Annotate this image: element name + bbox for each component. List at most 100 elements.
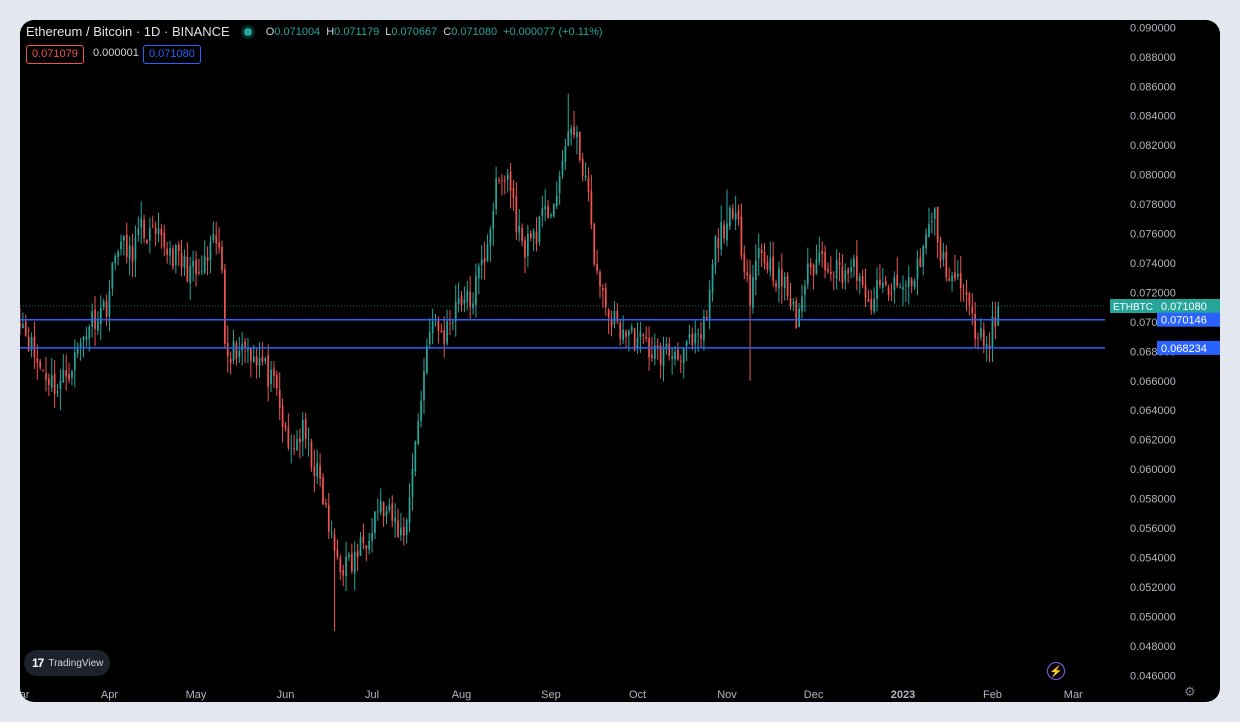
candle xyxy=(743,253,746,273)
candle xyxy=(174,245,177,266)
hline-price-label: 0.070146 xyxy=(1161,315,1207,327)
candle xyxy=(527,233,529,257)
x-tick-label: Mar xyxy=(1064,689,1083,701)
candle xyxy=(82,337,85,341)
candle xyxy=(428,332,431,345)
candle xyxy=(720,222,723,250)
candle xyxy=(296,439,298,451)
candle xyxy=(169,248,171,256)
candle xyxy=(529,233,532,239)
candle xyxy=(968,293,971,305)
candle xyxy=(224,268,226,344)
candle xyxy=(899,287,901,289)
candle xyxy=(628,330,630,336)
candle xyxy=(625,331,627,337)
candle xyxy=(365,545,368,549)
candle xyxy=(547,206,549,219)
candle xyxy=(616,310,619,322)
candle xyxy=(653,345,656,359)
candle xyxy=(148,228,151,241)
candle xyxy=(30,337,33,350)
candle xyxy=(959,273,962,288)
candle xyxy=(232,341,235,361)
candle xyxy=(841,266,844,284)
x-tick-label: Oct xyxy=(629,689,646,701)
spread-value: 0.000001 xyxy=(93,47,139,59)
candle xyxy=(166,248,169,255)
y-tick-label: 0.074000 xyxy=(1130,258,1176,270)
lightning-icon[interactable]: ⚡ xyxy=(1047,662,1065,680)
candle xyxy=(503,179,506,181)
candle xyxy=(278,389,281,408)
candle xyxy=(330,532,333,534)
candle xyxy=(316,463,319,477)
sell-quote-button[interactable]: 0.071079 xyxy=(26,45,84,64)
candle xyxy=(68,373,70,380)
candle xyxy=(105,300,108,318)
candle xyxy=(212,233,215,241)
candle xyxy=(400,527,402,536)
candle xyxy=(887,287,890,296)
candle xyxy=(633,328,636,351)
candle xyxy=(76,348,79,354)
candle xyxy=(850,267,852,272)
candle xyxy=(356,550,359,558)
tradingview-logo[interactable]: 17 TradingView xyxy=(24,650,110,676)
candle xyxy=(322,477,324,505)
candle xyxy=(824,252,826,271)
candle xyxy=(293,448,296,450)
candle xyxy=(746,272,749,276)
candle xyxy=(483,258,486,263)
candle xyxy=(244,341,246,348)
candle xyxy=(270,369,272,385)
candle xyxy=(593,224,596,265)
candle xyxy=(821,250,824,254)
candle xyxy=(350,553,353,572)
candle xyxy=(362,535,365,544)
candle xyxy=(913,280,916,288)
symbol-tag: ETHBTC xyxy=(1113,302,1153,313)
candle xyxy=(247,347,249,350)
candle xyxy=(114,256,117,264)
candle xyxy=(922,246,925,267)
candle xyxy=(353,552,356,574)
candle xyxy=(982,329,985,346)
x-tick-label: May xyxy=(186,689,207,701)
candle xyxy=(143,219,145,239)
candle xyxy=(708,290,711,320)
y-tick-label: 0.082000 xyxy=(1130,140,1176,152)
candle xyxy=(870,299,873,311)
candle xyxy=(538,216,541,243)
chart-legend: Ethereum / Bitcoin · 1D · BINANCE O0.071… xyxy=(26,24,603,39)
candle xyxy=(567,131,570,146)
x-tick-label: Feb xyxy=(983,689,1002,701)
candle xyxy=(524,240,526,258)
candle xyxy=(639,331,642,338)
chart-canvas[interactable]: 0.046000 0.048000 0.050000 0.052000 0.054000… xyxy=(20,20,1220,702)
buy-quote-button[interactable]: 0.071080 xyxy=(143,45,201,64)
candle xyxy=(498,179,500,181)
candle xyxy=(489,229,492,246)
symbol-title[interactable]: Ethereum / Bitcoin · 1D · BINANCE xyxy=(26,24,230,39)
candle xyxy=(853,258,855,267)
y-tick-label: 0.058000 xyxy=(1130,494,1176,506)
candle xyxy=(916,259,919,280)
candle xyxy=(359,537,362,556)
candle xyxy=(275,374,278,389)
x-tick-label: 2023 xyxy=(891,689,915,701)
candle xyxy=(477,266,480,279)
candle xyxy=(717,238,720,249)
candle xyxy=(855,256,858,281)
candle xyxy=(656,345,659,347)
gear-icon[interactable]: ⚙ xyxy=(1184,684,1196,699)
candle xyxy=(602,288,604,291)
ohlc-high: H0.071179 xyxy=(326,25,380,38)
candle xyxy=(997,305,1000,326)
candle xyxy=(368,540,371,550)
candle xyxy=(754,260,757,280)
candle xyxy=(578,131,581,160)
candle xyxy=(108,291,111,317)
candle xyxy=(928,224,930,237)
candle xyxy=(454,301,457,322)
candle xyxy=(945,251,948,278)
